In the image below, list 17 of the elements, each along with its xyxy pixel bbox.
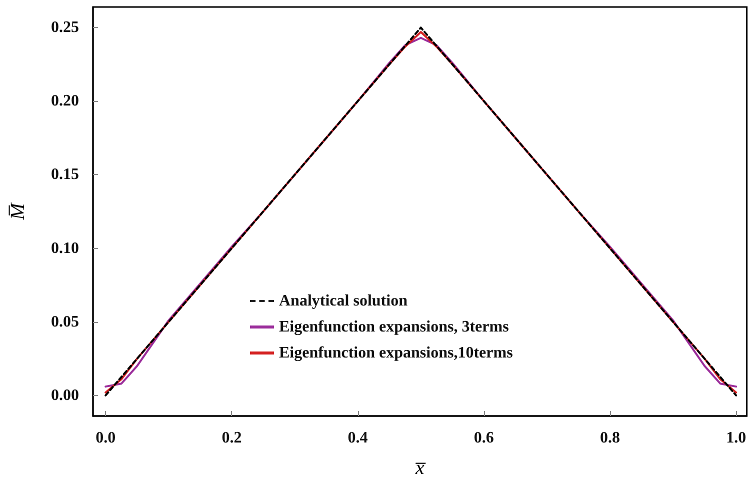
x-tick-label: 0.2 [222, 430, 242, 446]
x-tick-label: 1.0 [726, 430, 746, 446]
x-tick-label: 0.6 [474, 430, 494, 446]
x-axis-title: x̅ [414, 457, 427, 479]
x-tick-label: 0.4 [348, 430, 368, 446]
legend-label: Eigenfunction expansions,10terms [279, 344, 513, 362]
y-tick-label: 0.20 [51, 92, 79, 110]
y-tick-label: 0.15 [51, 166, 79, 184]
y-tick-label: 0.00 [51, 386, 79, 404]
x-tick-label: 0.8 [600, 430, 620, 446]
legend-label: Analytical solution [279, 292, 408, 310]
y-tick-label: 0.10 [51, 240, 79, 257]
y-tick-label: 0.05 [51, 313, 79, 330]
x-tick-label: 0.0 [96, 430, 116, 446]
y-axis-title: M̅ [7, 202, 29, 221]
legend-label: Eigenfunction expansions, 3terms [279, 318, 509, 336]
y-tick-label: 0.25 [51, 19, 79, 36]
